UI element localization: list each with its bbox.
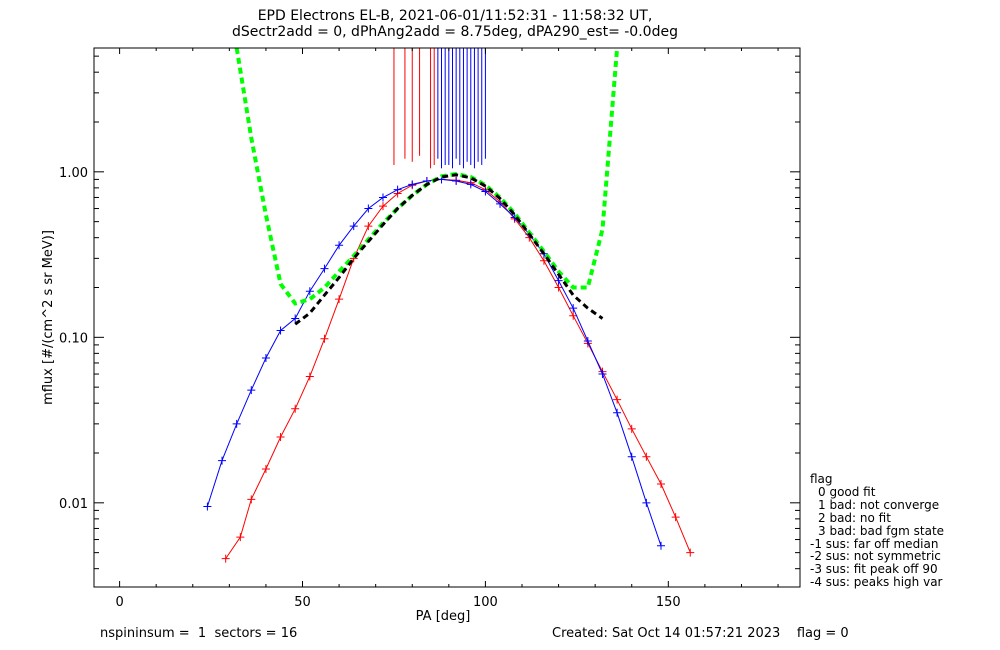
red-data-point bbox=[569, 311, 578, 320]
x-tick-label: 100 bbox=[473, 595, 498, 610]
green-dashed-curve bbox=[234, 47, 620, 306]
blue-data-point bbox=[598, 370, 607, 379]
x-axis-label: PA [deg] bbox=[416, 609, 471, 624]
blue-data-point bbox=[247, 386, 256, 395]
black-dashed-curve bbox=[294, 173, 604, 326]
red-data-point bbox=[305, 372, 314, 381]
blue-data-point bbox=[393, 185, 402, 194]
legend-item: 1 bad: not converge bbox=[818, 497, 940, 512]
red-data-point bbox=[291, 404, 300, 413]
series-group bbox=[203, 47, 695, 563]
blue-data-point bbox=[218, 456, 227, 465]
red-data-point bbox=[613, 395, 622, 404]
blue-data-point bbox=[261, 354, 270, 362]
blue-data-point bbox=[642, 498, 651, 507]
blue-data-point bbox=[554, 276, 563, 285]
blue-data-point bbox=[320, 264, 329, 273]
blue-data-point bbox=[291, 314, 300, 323]
vertical-lines-group bbox=[393, 48, 486, 169]
legend-item: 0 good fit bbox=[818, 484, 876, 499]
y-axis-label: mflux [#/(cm^2 s sr MeV)] bbox=[41, 230, 56, 405]
red-data-point bbox=[236, 533, 245, 542]
blue-series-line bbox=[206, 178, 662, 546]
red-data-point bbox=[221, 554, 230, 563]
red-data-point bbox=[335, 295, 344, 304]
red-data-point bbox=[261, 465, 270, 474]
blue-data-point bbox=[569, 304, 578, 313]
blue-data-point bbox=[349, 222, 358, 231]
legend-item: -2 sus: not symmetric bbox=[810, 549, 941, 564]
legend-title: flag bbox=[810, 472, 833, 486]
y-tick-label: 0.10 bbox=[59, 331, 88, 346]
blue-data-point bbox=[305, 287, 314, 296]
blue-data-point bbox=[496, 199, 505, 208]
legend-item: 3 bad: bad fgm state bbox=[818, 523, 945, 538]
footer-left: nspininsum = 1 sectors = 16 bbox=[100, 626, 298, 641]
blue-data-point bbox=[466, 180, 475, 189]
axes-group: 0 50 100 150 0.01 0.10 1.00 bbox=[59, 47, 801, 610]
red-series-line bbox=[225, 178, 691, 559]
red-data-point bbox=[247, 495, 256, 504]
red-data-point bbox=[539, 256, 548, 265]
blue-data-point bbox=[627, 452, 636, 461]
x-tick-label: 0 bbox=[115, 595, 123, 610]
red-data-point bbox=[276, 432, 285, 441]
legend-item: 2 bad: no fit bbox=[818, 510, 891, 525]
legend-item: -4 sus: peaks high var bbox=[810, 575, 943, 590]
red-data-point bbox=[378, 202, 387, 211]
red-data-point bbox=[686, 548, 695, 557]
blue-data-point bbox=[232, 419, 241, 428]
blue-data-point bbox=[364, 204, 373, 213]
y-tick-label: 0.01 bbox=[59, 497, 88, 512]
red-data-point bbox=[554, 283, 563, 292]
red-data-point bbox=[320, 334, 329, 343]
blue-data-point bbox=[335, 241, 344, 250]
plot-frame bbox=[93, 47, 801, 588]
blue-data-point bbox=[481, 187, 490, 196]
blue-data-point bbox=[276, 326, 285, 335]
x-tick-label: 50 bbox=[294, 595, 311, 610]
y-tick-label: 1.00 bbox=[59, 166, 88, 181]
footer-right: Created: Sat Oct 14 01:57:21 2023 flag =… bbox=[552, 626, 849, 641]
x-tick-label: 150 bbox=[656, 595, 681, 610]
red-data-point bbox=[656, 479, 665, 488]
red-data-point bbox=[642, 452, 651, 461]
blue-data-point bbox=[656, 541, 665, 550]
flag-legend: flag 0 good fit 1 bad: not converge 2 ba… bbox=[810, 473, 944, 589]
blue-data-point bbox=[378, 193, 387, 202]
blue-data-point bbox=[408, 180, 417, 189]
chart-title-line-2: dSectr2add = 0, dPhAng2add = 8.75deg, dP… bbox=[232, 24, 678, 40]
legend-item: -1 sus: far off median bbox=[810, 536, 939, 551]
legend-item: -3 sus: fit peak off 90 bbox=[810, 562, 938, 577]
red-data-point bbox=[671, 513, 680, 522]
blue-data-point bbox=[203, 502, 212, 511]
blue-data-point bbox=[613, 408, 622, 417]
blue-data-point bbox=[583, 337, 592, 346]
red-data-point bbox=[627, 424, 636, 433]
blue-data-point bbox=[452, 177, 461, 186]
red-data-point bbox=[364, 222, 373, 231]
chart-title-line-1: EPD Electrons EL-B, 2021-06-01/11:52:31 … bbox=[257, 8, 653, 24]
